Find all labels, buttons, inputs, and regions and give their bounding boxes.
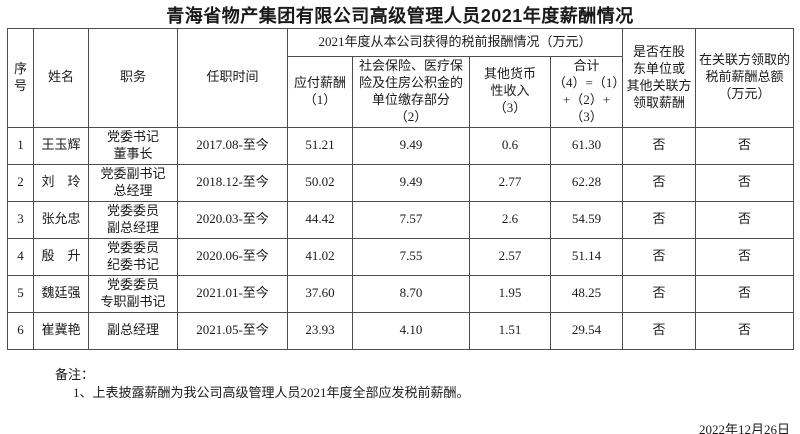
cell-other-income: 2.6 <box>469 200 551 239</box>
cell-related-amount: 否 <box>695 200 795 239</box>
cell-position: 党委委员 纪委书记 <box>88 237 178 276</box>
cell-position: 党委委员 副总经理 <box>88 200 178 239</box>
header-total: 合计 （4）=（1） +（2）+ （3） <box>549 56 624 128</box>
cell-insurance: 9.49 <box>352 163 470 202</box>
cell-salary: 41.02 <box>287 237 353 276</box>
report-date: 2022年12月26日 <box>698 422 790 434</box>
cell-name: 崔冀艳 <box>33 311 89 350</box>
header-related-party-flag: 是否在股 东单位或 其他关联方 领取薪酬 <box>622 28 697 128</box>
salary-table: 序 号 姓名 职务 任职时间 2021年度从本公司获得的税前报酬情况（万元） 是… <box>7 28 795 350</box>
cell-insurance: 7.57 <box>352 200 470 239</box>
cell-insurance: 9.49 <box>352 126 470 165</box>
header-related-party-amount: 在关联方领取的 税前薪酬总额 （万元） <box>695 28 795 128</box>
cell-insurance: 8.70 <box>352 274 470 313</box>
table-row: 4 殷 升 党委委员 纪委书记 2020.06-至今 41.02 7.55 2.… <box>7 237 795 276</box>
cell-other-income: 0.6 <box>469 126 551 165</box>
cell-name: 殷 升 <box>33 237 89 276</box>
cell-position: 党委委员 专职副书记 <box>88 274 178 313</box>
cell-tenure: 2020.03-至今 <box>177 200 288 239</box>
cell-related-amount: 否 <box>695 237 795 276</box>
header-serial: 序 号 <box>7 28 34 128</box>
cell-other-income: 2.77 <box>469 163 551 202</box>
cell-other-income: 1.51 <box>469 311 551 350</box>
cell-tenure: 2020.06-至今 <box>177 237 288 276</box>
cell-related-amount: 否 <box>695 311 795 350</box>
cell-total: 54.59 <box>549 200 624 239</box>
table-row: 1 王玉辉 党委书记 董事长 2017.08-至今 51.21 9.49 0.6… <box>7 126 795 165</box>
header-other-income: 其他货币 性收入 （3） <box>469 56 551 128</box>
cell-name: 张允忠 <box>33 200 89 239</box>
cell-salary: 44.42 <box>287 200 353 239</box>
notes-label: 备注： <box>55 366 95 382</box>
cell-total: 61.30 <box>549 126 624 165</box>
cell-tenure: 2021.05-至今 <box>177 311 288 350</box>
header-pretax-span: 2021年度从本公司获得的税前报酬情况（万元） <box>286 28 624 57</box>
cell-related-flag: 否 <box>622 200 697 239</box>
document-page: 青海省物产集团有限公司高级管理人员2021年度薪酬情况 序 号 姓名 职务 任职… <box>0 5 800 434</box>
cell-total: 51.14 <box>549 237 624 276</box>
cell-related-flag: 否 <box>622 126 697 165</box>
cell-total: 29.54 <box>549 311 624 350</box>
header-tenure: 任职时间 <box>177 28 288 128</box>
cell-tenure: 2018.12-至今 <box>177 163 288 202</box>
cell-insurance: 4.10 <box>352 311 470 350</box>
cell-serial: 3 <box>7 200 34 239</box>
header-social-insurance: 社会保险、医疗保 险及住房公积金的 单位缴存部分 （2） <box>352 56 470 128</box>
header-row-1: 序 号 姓名 职务 任职时间 2021年度从本公司获得的税前报酬情况（万元） 是… <box>7 28 795 128</box>
cell-related-flag: 否 <box>622 237 697 276</box>
cell-tenure: 2021.01-至今 <box>177 274 288 313</box>
cell-insurance: 7.55 <box>352 237 470 276</box>
cell-serial: 2 <box>7 163 34 202</box>
cell-other-income: 2.57 <box>469 237 551 276</box>
cell-name: 刘 玲 <box>33 163 89 202</box>
cell-related-flag: 否 <box>622 311 697 350</box>
cell-serial: 6 <box>7 311 34 350</box>
page-title: 青海省物产集团有限公司高级管理人员2021年度薪酬情况 <box>166 6 634 26</box>
cell-total: 62.28 <box>549 163 624 202</box>
cell-serial: 4 <box>7 237 34 276</box>
cell-related-amount: 否 <box>695 163 795 202</box>
cell-related-flag: 否 <box>622 274 697 313</box>
cell-position: 党委副书记 总经理 <box>88 163 178 202</box>
cell-name: 魏廷强 <box>33 274 89 313</box>
table-row: 6 崔冀艳 副总经理 2021.05-至今 23.93 4.10 1.51 29… <box>7 311 795 350</box>
cell-serial: 1 <box>7 126 34 165</box>
cell-salary: 37.60 <box>287 274 353 313</box>
table-row: 5 魏廷强 党委委员 专职副书记 2021.01-至今 37.60 8.70 1… <box>7 274 795 313</box>
header-payable-salary: 应付薪酬 （1） <box>287 56 353 128</box>
cell-tenure: 2017.08-至今 <box>177 126 288 165</box>
cell-position: 党委书记 董事长 <box>88 126 178 165</box>
cell-other-income: 1.95 <box>469 274 551 313</box>
header-name: 姓名 <box>33 28 89 128</box>
note-1: 1、上表披露薪酬为我公司高级管理人员2021年度全部应发税前薪酬。 <box>73 385 470 401</box>
cell-related-amount: 否 <box>695 126 795 165</box>
cell-related-amount: 否 <box>695 274 795 313</box>
cell-related-flag: 否 <box>622 163 697 202</box>
header-position: 职务 <box>88 28 178 128</box>
cell-total: 48.25 <box>549 274 624 313</box>
header-row-2: 应付薪酬 （1） 社会保险、医疗保 险及住房公积金的 单位缴存部分 （2） 其他… <box>8 56 794 128</box>
cell-serial: 5 <box>7 274 34 313</box>
cell-salary: 23.93 <box>287 311 353 350</box>
cell-name: 王玉辉 <box>33 126 89 165</box>
table-row: 2 刘 玲 党委副书记 总经理 2018.12-至今 50.02 9.49 2.… <box>7 163 795 202</box>
notes-section: 备注： 1、上表披露薪酬为我公司高级管理人员2021年度全部应发税前薪酬。 <box>0 366 800 404</box>
cell-salary: 51.21 <box>287 126 353 165</box>
cell-salary: 50.02 <box>287 163 353 202</box>
cell-position: 副总经理 <box>88 311 178 350</box>
table-row: 3 张允忠 党委委员 副总经理 2020.03-至今 44.42 7.57 2.… <box>7 200 795 239</box>
